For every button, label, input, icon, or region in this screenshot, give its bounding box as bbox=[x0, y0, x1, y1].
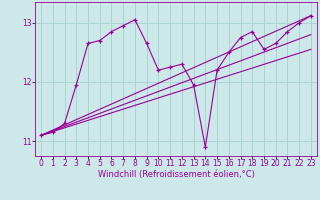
X-axis label: Windchill (Refroidissement éolien,°C): Windchill (Refroidissement éolien,°C) bbox=[98, 170, 254, 179]
